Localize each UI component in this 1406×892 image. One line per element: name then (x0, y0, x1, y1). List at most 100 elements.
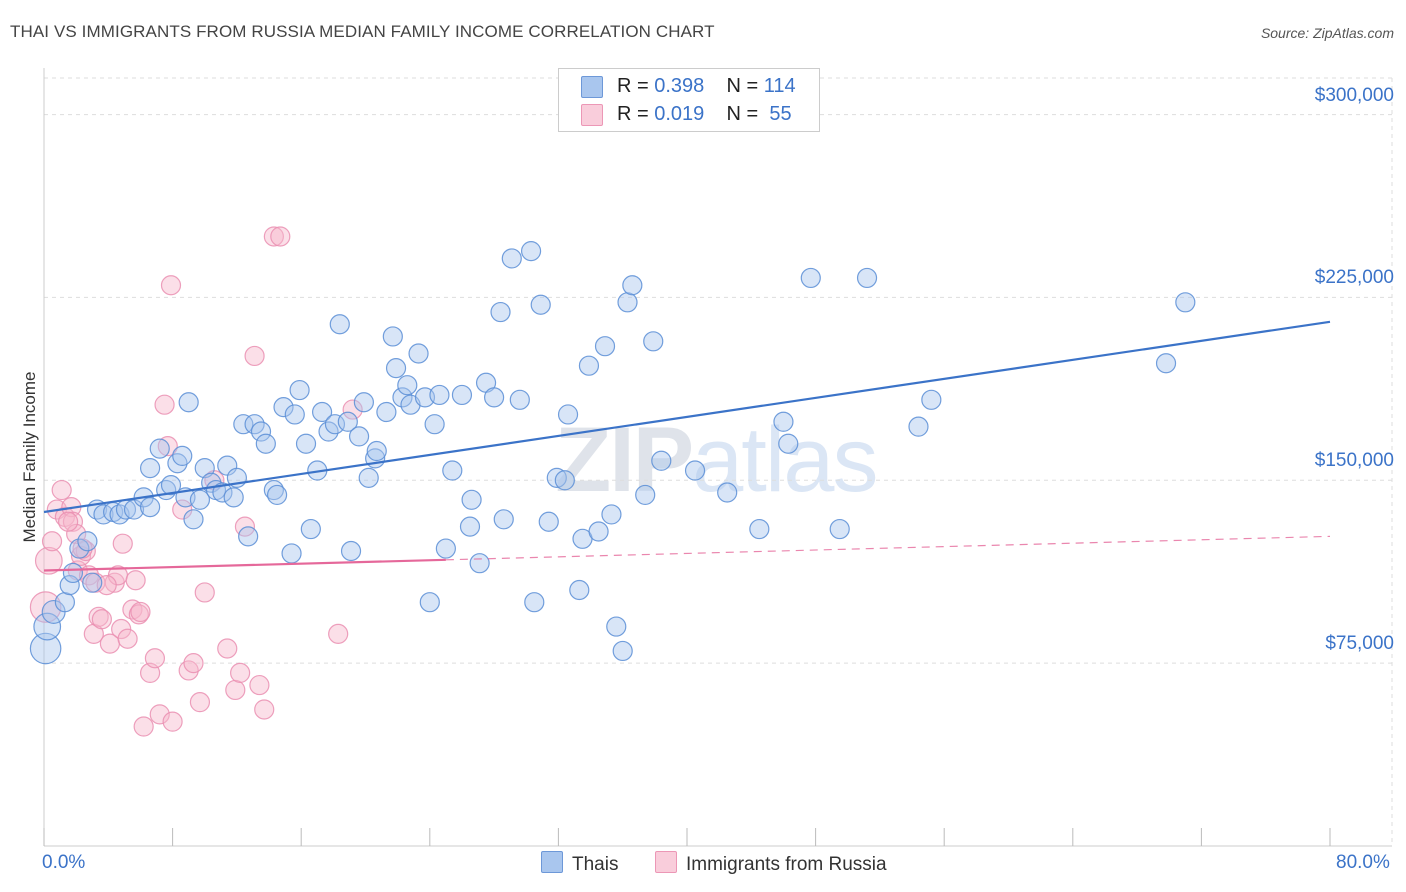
legend-n-value: 114 (763, 75, 796, 97)
data-point (635, 484, 656, 506)
data-point (233, 414, 254, 435)
legend-r-value: 0.398 (654, 75, 705, 97)
data-point (651, 450, 672, 471)
data-point (800, 267, 821, 289)
series-thais (29, 241, 1196, 665)
data-point (588, 521, 609, 542)
legend-swatch-russia (655, 851, 677, 873)
data-point (612, 640, 633, 662)
data-point (520, 241, 542, 262)
data-point (324, 414, 346, 435)
data-point (139, 457, 161, 479)
data-point (238, 526, 259, 547)
legend-n-label: N = (726, 103, 764, 125)
data-point (1155, 353, 1177, 374)
data-point (249, 674, 270, 696)
data-point (419, 592, 440, 613)
data-point (54, 592, 75, 613)
data-point (69, 538, 90, 559)
legend-swatch-blue (581, 76, 603, 98)
data-point (617, 292, 638, 313)
data-point (183, 653, 204, 674)
data-point (908, 416, 929, 437)
gridlines (44, 77, 1393, 846)
data-point (250, 421, 272, 442)
data-point (58, 511, 79, 532)
y-axis-label: Median Family Income (20, 371, 39, 543)
y-tick-label-0: $75,000 (1325, 633, 1394, 655)
data-point (1175, 292, 1196, 313)
y-tick-label-3: $300,000 (1314, 84, 1394, 106)
data-point (223, 487, 244, 508)
data-point (451, 384, 473, 406)
data-point (829, 518, 850, 540)
data-point (34, 546, 63, 575)
legend-label-thais: Thais (572, 854, 619, 875)
data-point (856, 267, 878, 289)
data-point (59, 575, 80, 596)
legend-swatch-thais (541, 851, 563, 873)
data-point (601, 504, 622, 525)
data-point (225, 679, 246, 701)
data-point (91, 609, 112, 630)
data-point (337, 411, 358, 432)
data-point (284, 404, 305, 425)
data-point (606, 616, 627, 637)
data-point (459, 516, 481, 537)
data-point (289, 379, 310, 401)
data-point (594, 336, 616, 357)
data-point (183, 509, 204, 530)
source-label: Source: ZipAtlas.com (1260, 25, 1394, 41)
data-point (554, 470, 575, 491)
data-point (125, 570, 146, 591)
data-point (348, 426, 370, 447)
series-immigrants-from-russia (29, 226, 363, 737)
y-tick-label-2: $225,000 (1314, 267, 1394, 289)
data-point (29, 632, 62, 665)
data-point (397, 375, 418, 396)
data-point (382, 326, 403, 347)
data-point (921, 389, 942, 410)
data-point (149, 438, 170, 459)
data-point (530, 294, 551, 315)
legend-row-thais: R = 0.398 N = 114 (581, 72, 796, 100)
data-point (255, 433, 276, 454)
legend-label-russia: Immigrants from Russia (686, 854, 887, 875)
data-point (366, 440, 387, 462)
x-tick-label-min: 0.0% (42, 852, 86, 873)
data-point (160, 475, 182, 496)
data-point (461, 489, 482, 510)
data-point (538, 511, 559, 532)
data-point (217, 638, 238, 659)
data-point (244, 345, 265, 367)
data-point (501, 248, 522, 269)
trend-line-russia-solid (43, 558, 446, 572)
data-point (717, 482, 738, 503)
data-point (376, 401, 397, 423)
data-point (749, 518, 770, 540)
data-point (281, 543, 302, 564)
data-point (139, 497, 161, 518)
data-point (189, 692, 211, 713)
data-point (130, 601, 151, 623)
legend-n-value: 55 (763, 103, 792, 125)
data-point (254, 699, 275, 720)
data-point (643, 331, 664, 352)
data-point (684, 460, 706, 481)
data-point (178, 392, 199, 413)
legend-row-russia: R = 0.019 N = 55 (581, 100, 792, 128)
stats-legend: R = 0.398 N = 114 R = 0.019 N = 55 (558, 68, 820, 132)
data-point (569, 579, 590, 601)
data-point (300, 518, 321, 540)
data-point (557, 404, 579, 425)
data-point (194, 582, 215, 603)
data-point (230, 662, 251, 683)
data-point (424, 414, 445, 435)
y-tick-label-1: $150,000 (1314, 450, 1394, 472)
axes (43, 68, 1392, 847)
data-point (429, 384, 450, 406)
legend-swatch-pink (581, 104, 603, 126)
legend-r-label: R = (617, 75, 655, 97)
data-point (270, 226, 291, 247)
